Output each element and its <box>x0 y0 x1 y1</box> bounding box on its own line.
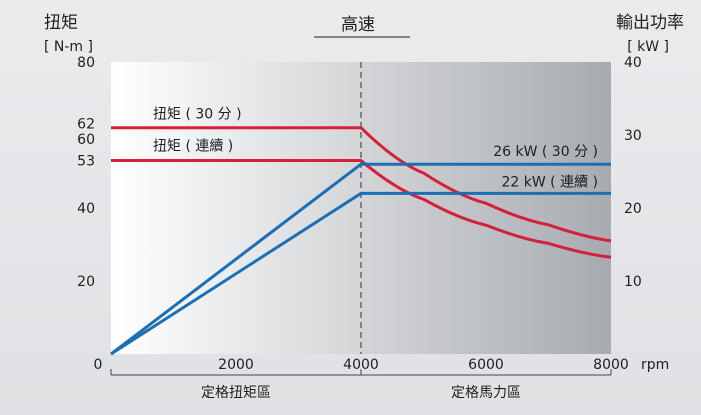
x-tick-label: 0 <box>94 357 103 373</box>
x-axis-unit: rpm <box>641 357 669 373</box>
series-label: 22 kW ( 連續 ) <box>502 174 599 190</box>
series-label: 扭矩 ( 30 分 ) <box>153 107 242 123</box>
right-axis-unit: [ kW ] <box>627 39 669 55</box>
series-label: 扭矩 ( 連續 ) <box>153 139 233 155</box>
left-tick-label: 20 <box>77 274 95 290</box>
x-tick-label: 8000 <box>593 357 629 373</box>
chart-title: 高速 <box>341 15 375 35</box>
left-tick-label: 62 <box>77 117 95 133</box>
region-label: 定格馬力區 <box>451 385 521 401</box>
left-tick-label: 40 <box>77 201 95 217</box>
left-axis-title: 扭矩 <box>44 13 78 33</box>
left-tick-label: 60 <box>77 132 95 148</box>
series-line-1 <box>111 126 612 243</box>
region-bracket: 定格扭矩區 定格馬力區 <box>110 369 612 401</box>
series-line-4 <box>110 191 611 356</box>
x-tick-label: 4000 <box>343 357 379 373</box>
left-axis-unit: [ N-m ] <box>44 39 93 55</box>
x-tick-label: 6000 <box>468 357 504 373</box>
right-tick-label: 20 <box>624 201 642 217</box>
region-label: 定格扭矩區 <box>201 385 271 401</box>
right-tick-label: 40 <box>624 55 642 71</box>
right-axis-ticks: 10 20 30 40 <box>624 55 642 290</box>
series-group <box>110 126 612 356</box>
right-tick-label: 30 <box>624 128 642 144</box>
x-axis-ticks: 0 2000 4000 6000 8000 rpm <box>94 357 670 373</box>
left-tick-label: 80 <box>77 55 95 71</box>
left-tick-label: 53 <box>77 154 95 170</box>
x-tick-label: 2000 <box>218 357 254 373</box>
series-labels: 扭矩 ( 30 分 ) 扭矩 ( 連續 ) 26 kW ( 30 分 ) 22 kW … <box>153 107 598 191</box>
right-axis-title: 輸出功率 <box>616 13 684 33</box>
series-line-3 <box>110 162 611 356</box>
right-tick-label: 10 <box>624 274 642 290</box>
series-line-2 <box>111 159 612 259</box>
series-label: 26 kW ( 30 分 ) <box>493 144 598 160</box>
